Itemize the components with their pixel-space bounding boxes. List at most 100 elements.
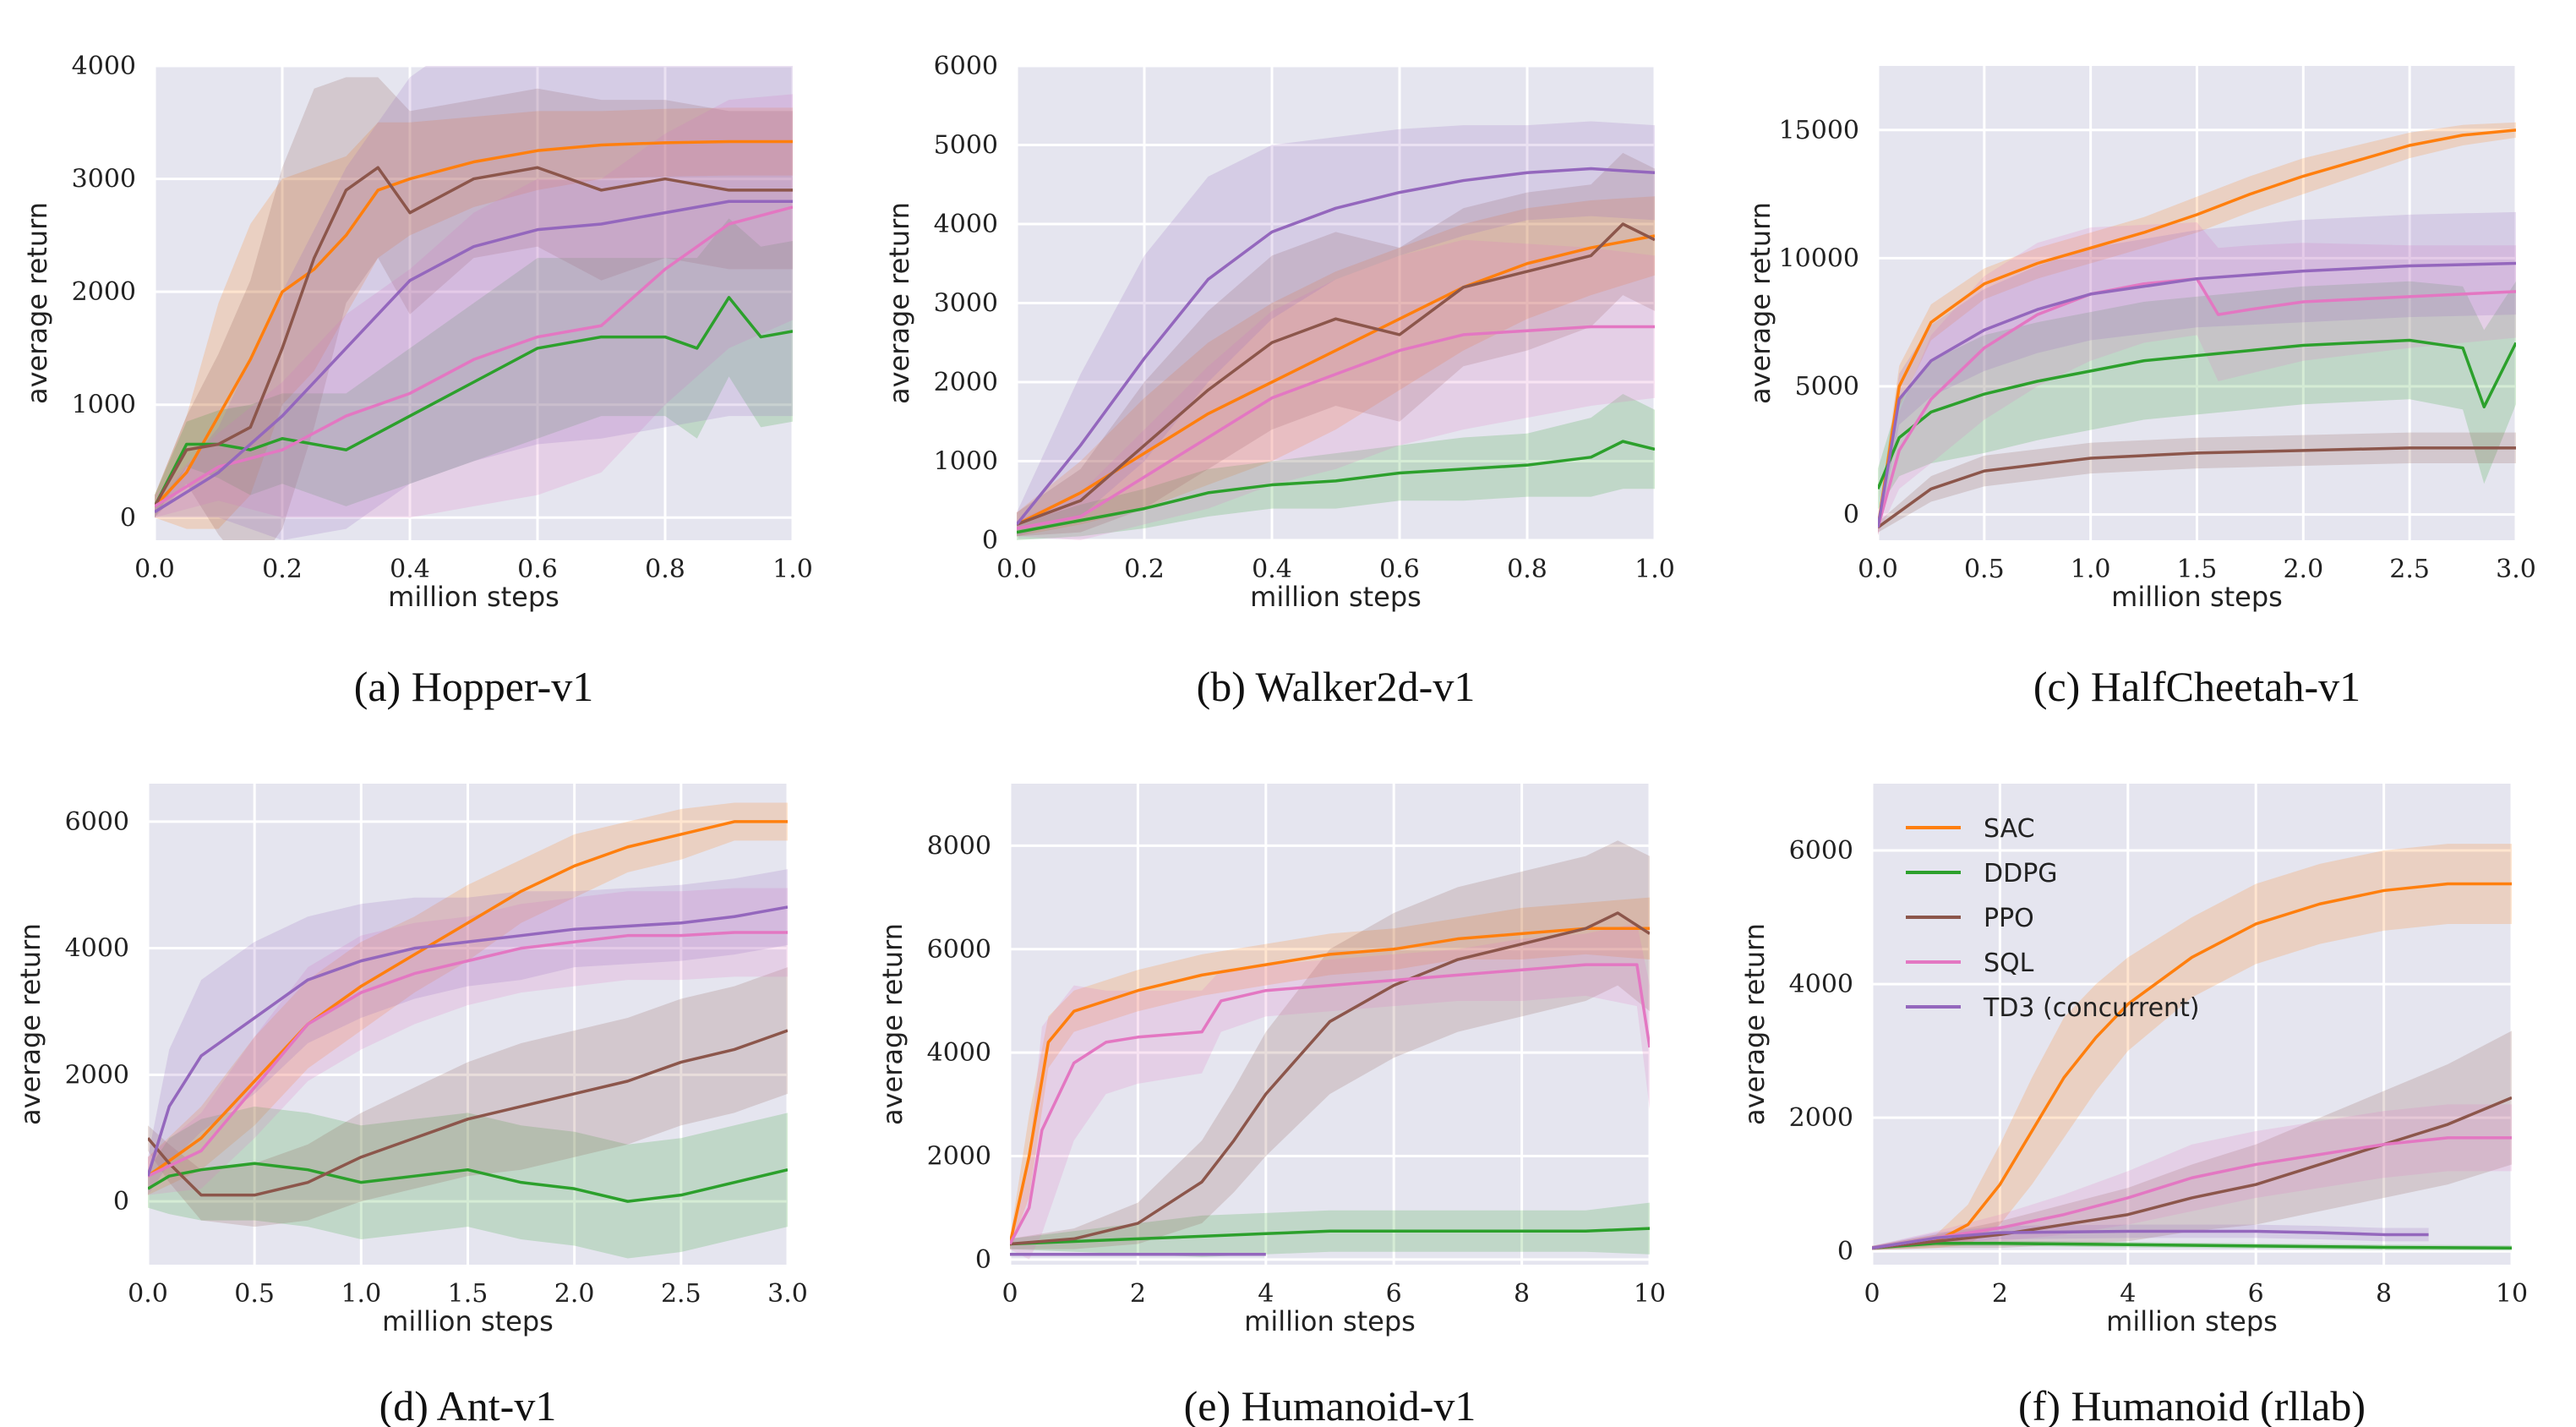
series-lines [1878, 128, 2516, 529]
series-lines [1872, 882, 2512, 1249]
plot-background [155, 66, 793, 540]
x-tick-label: 0.4 [390, 555, 430, 584]
y-tick-label: 5000 [934, 131, 998, 161]
x-tick-label: 2.0 [2283, 555, 2323, 584]
series-line-ddpg [155, 296, 793, 507]
y-tick-label: 6000 [934, 52, 998, 81]
x-tick-label: 8 [1514, 1279, 1530, 1309]
x-tick-label: 4 [1258, 1279, 1274, 1309]
series-line-sac [1878, 128, 2516, 528]
x-axis-label: million steps [1244, 1305, 1416, 1337]
band-ddpg [1878, 281, 2516, 510]
series-line-sac [148, 820, 788, 1178]
panel-1: 0.0 0.2 0.4 0.6 0.8 1.0 0 1000 2000 3000 4000 milli… [21, 52, 813, 710]
legend-label: TD3 (concurrent) [1983, 993, 2200, 1023]
x-tick-label: 0.6 [1379, 555, 1420, 584]
panel-caption: (e) Humanoid-v1 [1184, 1382, 1476, 1427]
y-tick-label: 15000 [1779, 116, 1859, 145]
band-sql [1010, 923, 1650, 1260]
series-line-sql [1017, 325, 1655, 530]
band-td3-concurrent- [1878, 211, 2516, 535]
y-tick-label: 2000 [65, 1060, 129, 1090]
y-axis-label: average return [876, 923, 909, 1125]
x-axis-label: million steps [1250, 581, 1422, 613]
y-tick-label: 0 [113, 1187, 129, 1217]
band-td3-concurrent- [1017, 121, 1655, 537]
band-td3-concurrent- [148, 869, 788, 1195]
series-line-ppo [1010, 911, 1650, 1246]
x-tick-label: 1.0 [772, 555, 813, 584]
panels: 0.0 0.2 0.4 0.6 0.8 1.001000200030004000milli… [14, 52, 2536, 1427]
x-tick-label: 0.0 [128, 1279, 168, 1309]
x-tick-label: 1.5 [448, 1279, 488, 1309]
y-tick-label: 2000 [1789, 1103, 1853, 1133]
x-tick-label: 8 [2376, 1279, 2392, 1309]
x-tick-label: 2.5 [2389, 555, 2430, 584]
plot-background [1872, 784, 2512, 1265]
band-ppo [148, 967, 788, 1227]
panel-3: 0.0 0.5 1.0 1.5 2.0 2.5 3.0 0 5000 10000 15000 mill… [1744, 66, 2536, 710]
panel-6: 0 2 4 6 8 10 0 2000 4000 6000 million steps average… [1738, 784, 2528, 1427]
series-line-ppo [1017, 222, 1655, 526]
x-tick-label: 1.0 [1635, 555, 1675, 584]
x-tick-label: 6 [2248, 1279, 2264, 1309]
panel-caption: (c) HalfCheetah-v1 [2033, 663, 2360, 710]
y-axis-label: average return [883, 202, 915, 404]
y-tick-label: 6000 [927, 935, 991, 965]
legend-label: SAC [1984, 814, 2035, 844]
y-tick-label: 4000 [65, 934, 129, 964]
series-lines [1017, 167, 1655, 534]
legend-label: SQL [1984, 949, 2034, 978]
x-tick-label: 10 [2496, 1279, 2528, 1309]
y-tick-label: 4000 [72, 52, 136, 81]
series-line-sql [1878, 276, 2516, 528]
series-line-td3-concurrent- [1878, 261, 2516, 528]
legend-label: PPO [1984, 904, 2034, 933]
x-tick-label: 0.5 [1964, 555, 2005, 584]
x-tick-label: 2 [1130, 1279, 1146, 1309]
y-tick-label: 6000 [1789, 836, 1853, 866]
series-line-ppo [155, 166, 793, 507]
y-tick-label: 2000 [934, 368, 998, 397]
panel-5: 0 2 4 6 8 10 0 2000 4000 6000 8000 million steps ave… [876, 784, 1666, 1427]
series-line-sac [1017, 234, 1655, 526]
series-lines [155, 139, 793, 514]
y-tick-label: 5000 [1795, 372, 1859, 402]
series-line-td3-concurrent- [155, 200, 793, 514]
x-tick-label: 3.0 [767, 1279, 808, 1309]
x-axis-label: million steps [2111, 581, 2283, 613]
x-tick-label: 0.0 [1858, 555, 1898, 584]
x-tick-label: 0.4 [1252, 555, 1292, 584]
y-tick-label: 1000 [72, 391, 136, 420]
plot-background [1010, 784, 1650, 1265]
confidence-bands [1017, 121, 1655, 540]
series-line-sac [1010, 927, 1650, 1244]
x-tick-label: 10 [1634, 1279, 1666, 1309]
y-tick-label: 3000 [72, 165, 136, 194]
y-tick-label: 0 [975, 1245, 991, 1275]
x-tick-label: 0.5 [234, 1279, 275, 1309]
x-tick-label: 6 [1386, 1279, 1402, 1309]
y-tick-label: 2000 [72, 277, 136, 307]
band-ppo [1878, 432, 2516, 533]
band-sac [1878, 122, 2516, 535]
x-tick-label: 2.5 [661, 1279, 701, 1309]
x-tick-label: 2.0 [554, 1279, 595, 1309]
legend: SAC DDPG PPO SQL TD3 (concurrent) [1906, 814, 2200, 1023]
band-sql [155, 94, 793, 518]
y-axis-label: average return [14, 923, 46, 1125]
x-tick-label: 0.2 [262, 555, 303, 584]
y-tick-label: 10000 [1779, 243, 1859, 273]
y-tick-label: 0 [120, 503, 136, 533]
series-line-sql [1010, 963, 1650, 1245]
y-tick-label: 3000 [934, 289, 998, 319]
series-line-ppo [1872, 1096, 2512, 1249]
band-ddpg [1017, 394, 1655, 540]
series-line-ddpg [1017, 440, 1655, 534]
y-axis-label: average return [1738, 923, 1771, 1125]
band-sac [1017, 196, 1655, 537]
series-line-ddpg [148, 1162, 788, 1203]
series-line-ddpg [1872, 1241, 2512, 1249]
x-tick-label: 1.0 [341, 1279, 381, 1309]
legend-label: DDPG [1984, 859, 2058, 888]
